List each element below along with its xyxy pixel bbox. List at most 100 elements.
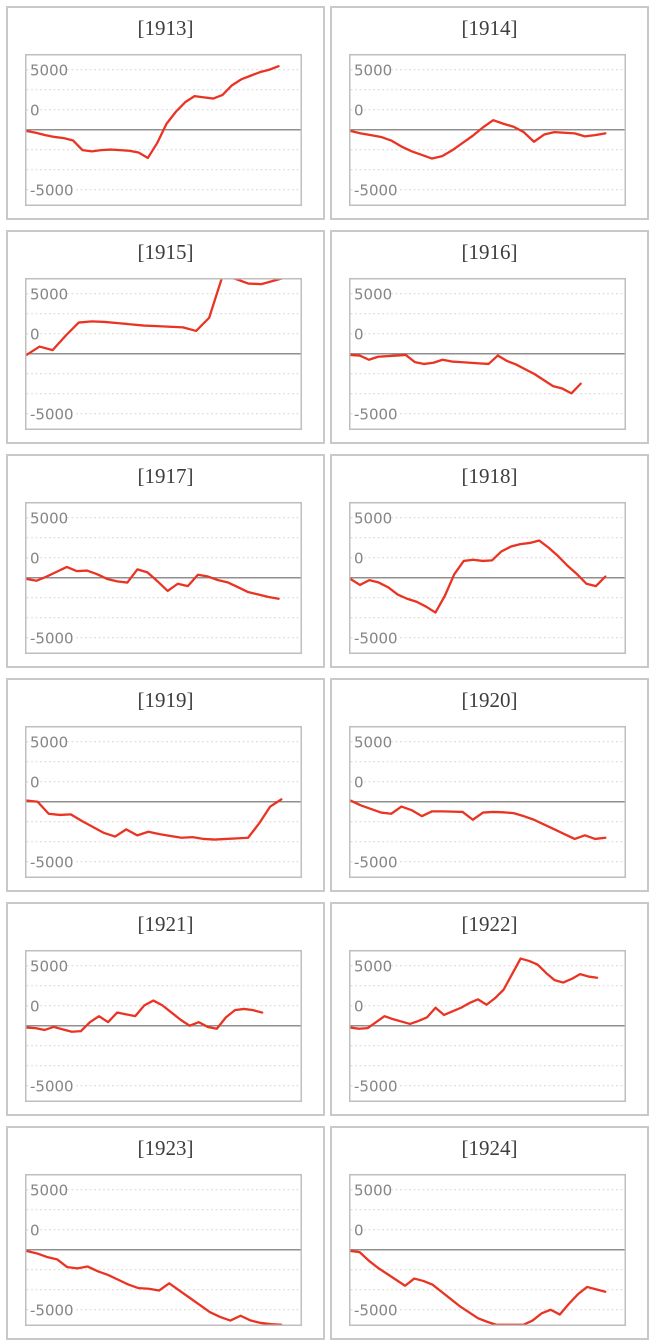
series-line — [26, 798, 283, 841]
y-tick-label: 0 — [354, 549, 364, 567]
tick-label-backplate — [352, 101, 365, 118]
tick-label-backplate — [352, 509, 391, 526]
y-tick-label: 5000 — [30, 1181, 68, 1199]
chart-title: [1921] — [137, 912, 194, 936]
tick-label-backplate — [352, 997, 365, 1014]
chart-title: [1919] — [137, 688, 194, 712]
y-tick-label: 5000 — [354, 509, 392, 527]
tick-label-backplate — [352, 1181, 391, 1198]
chart-plot-area: 5000 0 -5000 — [349, 278, 626, 430]
chart-plot-area: 5000 0 -5000 — [349, 950, 626, 1102]
y-tick-label: -5000 — [30, 1301, 74, 1319]
tick-label-backplate — [28, 61, 67, 78]
y-tick-label: 5000 — [354, 733, 392, 751]
series-line — [26, 1249, 283, 1325]
y-tick-label: 0 — [354, 997, 364, 1015]
chart-title: [1913] — [137, 16, 194, 40]
y-tick-label: 5000 — [30, 285, 68, 303]
series-line — [26, 999, 264, 1033]
tick-label-backplate — [352, 405, 400, 422]
chart-plot-area: 5000 0 -5000 — [25, 278, 302, 430]
y-tick-label: -5000 — [30, 629, 74, 647]
chart-panel-1923: [1923] 5000 0 -5000 — [6, 1126, 325, 1340]
chart-panel-1918: [1918] 5000 0 -5000 — [330, 454, 649, 668]
chart-title: [1923] — [137, 1136, 194, 1160]
chart-plot-area: 5000 0 -5000 — [25, 1174, 302, 1326]
chart-plot-area: 5000 0 -5000 — [25, 950, 302, 1102]
chart-plot-area: 5000 0 -5000 — [25, 726, 302, 878]
tick-label-backplate — [28, 325, 41, 342]
y-tick-label: 5000 — [30, 509, 68, 527]
y-tick-label: 0 — [30, 101, 40, 119]
y-tick-label: 0 — [30, 997, 40, 1015]
chart-panel-1921: [1921] 5000 0 -5000 — [6, 902, 325, 1116]
tick-label-backplate — [28, 509, 67, 526]
series-line — [350, 539, 607, 614]
tick-label-backplate — [28, 285, 67, 302]
y-tick-label: 5000 — [354, 61, 392, 79]
y-tick-label: -5000 — [30, 853, 74, 871]
tick-label-backplate — [352, 285, 391, 302]
tick-label-backplate — [28, 957, 67, 974]
tick-label-backplate — [352, 629, 400, 646]
series-line — [350, 957, 599, 1030]
tick-label-backplate — [352, 181, 400, 198]
series-line — [26, 279, 283, 357]
chart-title: [1920] — [461, 688, 518, 712]
tick-label-backplate — [28, 997, 41, 1014]
tick-label-backplate — [28, 1301, 76, 1318]
chart-plot-area: 5000 0 -5000 — [349, 54, 626, 206]
y-tick-label: 5000 — [354, 1181, 392, 1199]
chart-panel-1914: [1914] 5000 0 -5000 — [330, 6, 649, 220]
y-tick-label: -5000 — [30, 181, 74, 199]
series-line — [26, 64, 280, 160]
tick-label-backplate — [28, 101, 41, 118]
chart-plot-area: 5000 0 -5000 — [349, 1174, 626, 1326]
chart-panel-1919: [1919] 5000 0 -5000 — [6, 678, 325, 892]
chart-panel-1916: [1916] 5000 0 -5000 — [330, 230, 649, 444]
tick-label-backplate — [352, 325, 365, 342]
series-line — [26, 565, 280, 600]
y-tick-label: 5000 — [354, 285, 392, 303]
tick-label-backplate — [28, 405, 76, 422]
chart-plot-area: 5000 0 -5000 — [25, 502, 302, 654]
tick-label-backplate — [352, 1221, 365, 1238]
y-tick-label: -5000 — [354, 629, 398, 647]
tick-label-backplate — [28, 1221, 41, 1238]
tick-label-backplate — [28, 549, 41, 566]
y-tick-label: 0 — [354, 773, 364, 791]
chart-title: [1924] — [461, 1136, 518, 1160]
y-tick-label: 0 — [30, 1221, 40, 1239]
y-tick-label: 0 — [30, 549, 40, 567]
y-tick-label: -5000 — [354, 1077, 398, 1095]
chart-plot-area: 5000 0 -5000 — [25, 54, 302, 206]
tick-label-backplate — [28, 773, 41, 790]
tick-label-backplate — [28, 629, 76, 646]
y-tick-label: -5000 — [354, 181, 398, 199]
chart-title: [1917] — [137, 464, 194, 488]
chart-plot-area: 5000 0 -5000 — [349, 502, 626, 654]
y-tick-label: 0 — [30, 773, 40, 791]
tick-label-backplate — [352, 1301, 400, 1318]
tick-label-backplate — [352, 1077, 400, 1094]
y-tick-label: -5000 — [354, 1301, 398, 1319]
chart-panel-1917: [1917] 5000 0 -5000 — [6, 454, 325, 668]
chart-title: [1915] — [137, 240, 194, 264]
series-line — [350, 799, 607, 841]
tick-label-backplate — [352, 733, 391, 750]
chart-title: [1916] — [461, 240, 518, 264]
y-tick-label: 0 — [30, 325, 40, 343]
chart-title: [1922] — [461, 912, 518, 936]
tick-label-backplate — [352, 773, 365, 790]
chart-panel-1920: [1920] 5000 0 -5000 — [330, 678, 649, 892]
y-tick-label: 5000 — [30, 733, 68, 751]
tick-label-backplate — [352, 957, 391, 974]
series-line — [350, 119, 607, 160]
series-line — [350, 353, 582, 395]
tick-label-backplate — [28, 853, 76, 870]
tick-label-backplate — [352, 549, 365, 566]
series-line — [350, 1249, 607, 1325]
chart-panel-1922: [1922] 5000 0 -5000 — [330, 902, 649, 1116]
tick-label-backplate — [352, 61, 391, 78]
